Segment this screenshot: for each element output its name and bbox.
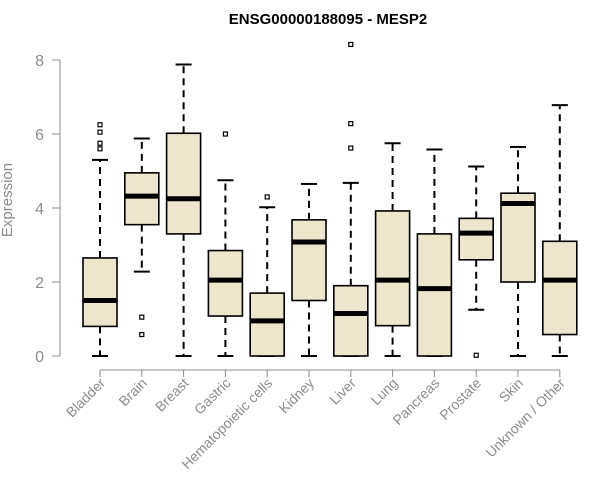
box-iqr: [207, 249, 244, 317]
box-gastric: [207, 131, 244, 357]
outlier-point: [264, 194, 270, 200]
outlier-point: [473, 352, 479, 358]
box-kidney: [291, 182, 327, 357]
x-tick-label: Skin: [496, 375, 527, 406]
outlier-point: [97, 146, 103, 152]
box-iqr: [374, 210, 411, 327]
box-breast: [165, 63, 202, 357]
outlier-point: [97, 129, 103, 135]
x-tick-label: Bladder: [63, 375, 109, 421]
y-axis-label: Expression: [0, 163, 16, 237]
x-tick-label: Prostate: [436, 375, 484, 423]
box-hematopoietic-cells: [249, 194, 285, 357]
outlier-point: [139, 331, 145, 338]
box-prostate: [458, 165, 495, 358]
y-tick-label: 0: [35, 349, 44, 366]
box-iqr: [500, 192, 536, 283]
outlier-point: [348, 41, 354, 48]
box-iqr: [82, 257, 118, 328]
box-iqr: [416, 233, 453, 357]
box-iqr: [291, 219, 327, 302]
outlier-point: [348, 145, 354, 151]
box-skin: [500, 145, 536, 357]
outlier-point: [139, 314, 145, 320]
box-bladder: [82, 122, 118, 357]
chart-title: ENSG00000188095 - MESP2: [229, 11, 427, 28]
y-tick-label: 8: [35, 53, 44, 70]
x-tick-label: Brain: [115, 375, 149, 409]
x-tick-label: Unknown / Other: [482, 375, 568, 461]
x-tick-label: Liver: [326, 375, 359, 408]
x-tick-label: Lung: [367, 375, 400, 408]
x-tick-label: Breast: [152, 375, 192, 415]
outlier-point: [97, 140, 103, 146]
box-iqr: [249, 292, 285, 357]
y-tick-label: 6: [35, 127, 44, 144]
box-lung: [374, 142, 411, 357]
box-brain: [124, 137, 160, 338]
box-unknown-other: [541, 104, 578, 357]
y-axis: 0 2 4 6 8: [35, 53, 61, 366]
box-iqr: [541, 240, 578, 336]
y-tick-label: 4: [35, 201, 44, 218]
outlier-point: [348, 121, 354, 127]
outlier-point: [222, 131, 228, 137]
y-tick-label: 2: [35, 275, 44, 292]
box-pancreas: [416, 148, 453, 357]
box-iqr: [458, 217, 495, 261]
box-iqr: [332, 284, 369, 357]
box-iqr: [165, 132, 202, 235]
box-iqr: [124, 172, 160, 226]
x-tick-label: Kidney: [276, 375, 318, 417]
boxes-group: [82, 41, 578, 358]
box-liver: [332, 41, 369, 357]
outlier-point: [97, 122, 103, 128]
